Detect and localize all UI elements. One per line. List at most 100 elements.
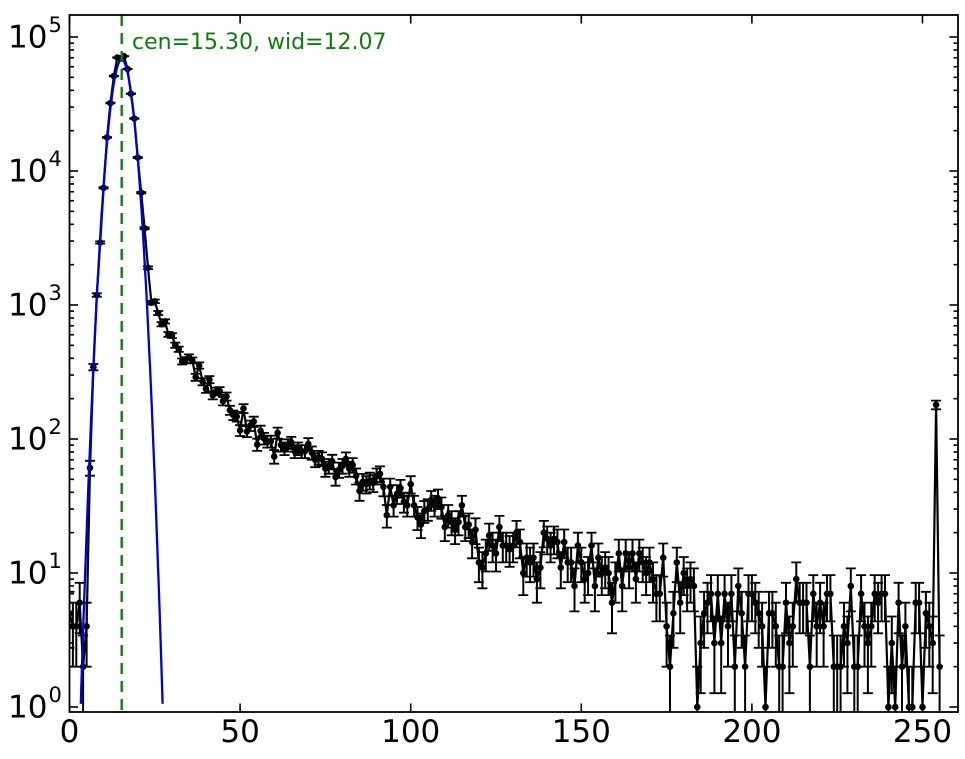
data-point: [482, 550, 490, 557]
data-point: [752, 599, 759, 606]
data-point: [448, 518, 455, 526]
data-point: [898, 663, 906, 670]
data-point: [216, 387, 223, 395]
data-point: [881, 590, 889, 598]
data-point: [339, 462, 346, 470]
data-point: [861, 623, 868, 630]
data-point: [810, 590, 817, 598]
data-point: [786, 639, 793, 647]
data-point: [250, 418, 257, 425]
data-point: [636, 550, 643, 557]
data-point: [144, 264, 152, 272]
x-tick-label: 0: [60, 714, 80, 750]
data-point: [226, 406, 234, 414]
data-point: [424, 505, 432, 513]
data-point: [789, 623, 797, 630]
y-tick-label-exponent: 5: [49, 13, 62, 37]
data-point: [472, 526, 479, 534]
data-point: [874, 599, 882, 606]
data-point: [793, 575, 800, 583]
data-point: [485, 532, 493, 539]
data-point: [902, 623, 909, 630]
data-point: [629, 550, 636, 557]
data-point: [612, 575, 619, 583]
data-point: [885, 703, 892, 711]
data-point: [441, 523, 449, 531]
data-point: [803, 599, 810, 606]
data-point: [840, 623, 848, 630]
data-point: [663, 623, 670, 630]
data-point: [649, 575, 657, 583]
data-point: [605, 569, 612, 577]
data-point: [748, 590, 756, 598]
data-point: [270, 453, 278, 460]
data-point: [537, 564, 544, 571]
data-point: [721, 590, 728, 598]
data-point: [444, 511, 452, 519]
data-point: [738, 610, 745, 617]
data-point: [407, 480, 415, 488]
data-point: [557, 564, 565, 571]
data-point: [656, 590, 664, 598]
data-point: [199, 378, 206, 385]
data-point: [666, 663, 674, 670]
data-point: [837, 663, 844, 670]
data-point: [676, 599, 684, 606]
data-point: [73, 623, 80, 630]
data-point: [717, 639, 725, 647]
data-point: [697, 639, 704, 647]
data-point: [489, 542, 496, 549]
data-point: [328, 458, 336, 465]
data-point: [219, 397, 227, 405]
y-tick-label-exponent: 4: [49, 147, 62, 171]
data-point: [820, 623, 827, 630]
data-point: [782, 599, 790, 606]
data-point: [151, 298, 159, 305]
data-point: [386, 483, 394, 491]
data-point: [646, 559, 653, 566]
data-point: [584, 569, 592, 577]
data-point: [192, 373, 199, 381]
data-point: [574, 542, 582, 549]
data-point: [578, 559, 585, 566]
data-point: [714, 590, 722, 598]
data-point: [827, 590, 834, 598]
data-point: [540, 529, 548, 536]
data-point: [779, 663, 786, 670]
data-point: [376, 470, 384, 478]
data-point: [806, 663, 814, 670]
data-point: [554, 538, 561, 546]
data-point: [598, 569, 606, 577]
data-point: [680, 569, 687, 577]
data-point: [758, 623, 766, 630]
data-point: [526, 559, 534, 566]
y-tick-label-base: 10: [8, 690, 47, 726]
axis-ticks: [68, 15, 958, 712]
data-point: [547, 542, 554, 549]
data-point: [332, 473, 339, 481]
data-point: [349, 461, 357, 469]
y-tick-label-base: 10: [8, 154, 47, 190]
data-point: [458, 502, 466, 509]
data-point: [369, 479, 377, 487]
data-point: [325, 462, 333, 470]
data-point: [543, 535, 551, 543]
data-point: [639, 559, 646, 566]
data-point: [468, 538, 476, 546]
data-point: [76, 599, 83, 606]
data-point: [864, 639, 872, 647]
data-point: [871, 590, 878, 598]
y-tick-label-base: 10: [8, 422, 47, 458]
data-point: [380, 483, 387, 491]
data-point: [455, 518, 462, 526]
data-point: [687, 575, 694, 583]
data-point: [288, 439, 295, 446]
data-point: [581, 575, 588, 583]
x-tick-label: 100: [381, 714, 440, 750]
data-point: [267, 438, 275, 445]
data-point: [857, 590, 865, 598]
data-point: [909, 703, 916, 711]
data-point: [475, 559, 483, 566]
